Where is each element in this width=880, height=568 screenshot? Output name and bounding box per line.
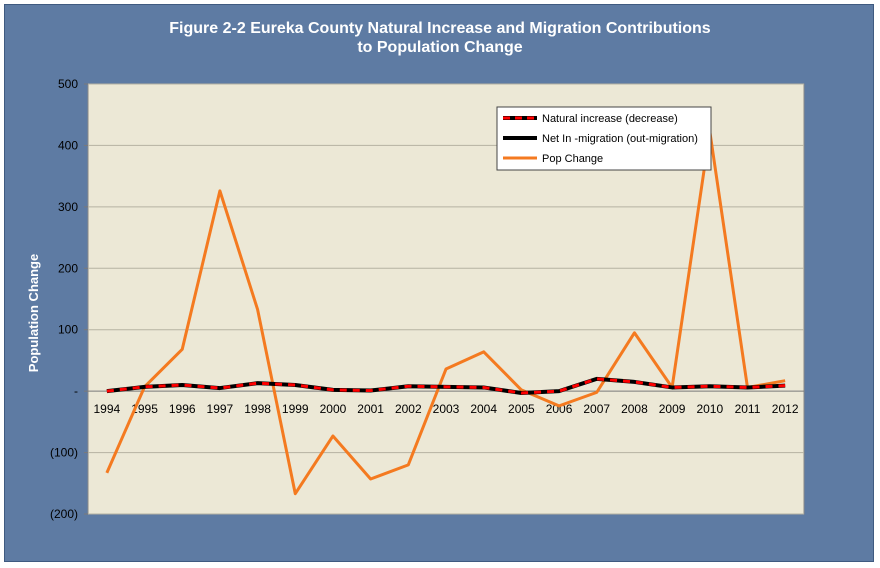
x-tick-label: 2005	[508, 402, 535, 416]
x-tick-label: 2012	[772, 402, 799, 416]
x-tick-label: 2008	[621, 402, 648, 416]
y-tick-label: (100)	[50, 446, 78, 460]
y-tick-label: 200	[58, 261, 78, 275]
legend: Natural increase (decrease) Net In -migra…	[496, 106, 712, 171]
chart-title-line-1: Figure 2-2 Eureka County Natural Increas…	[169, 20, 711, 37]
x-tick-label: 1997	[207, 402, 234, 416]
series-lines	[105, 129, 786, 496]
y-tick-label: 100	[58, 323, 78, 337]
y-tick-label: (200)	[50, 507, 78, 521]
chart-title-line-2: to Population Change	[357, 39, 523, 56]
x-tick-label: 2000	[320, 402, 347, 416]
x-tick-label: 2010	[696, 402, 723, 416]
x-tick-label: 1998	[244, 402, 271, 416]
x-tick-label: 1999	[282, 402, 309, 416]
y-axis-label: Population Change	[26, 254, 41, 372]
x-tick-label: 2004	[470, 402, 497, 416]
x-tick-label: 2011	[735, 402, 761, 416]
series-line-natural-increase	[106, 377, 786, 395]
y-tick-label: -	[74, 384, 78, 398]
legend-label: Pop Change	[542, 153, 603, 165]
x-tick-label: 1996	[169, 402, 196, 416]
x-tick-label: 1994	[93, 402, 120, 416]
y-axis-ticks: 500 400 300 200 100 - (100) (200)	[50, 77, 88, 521]
y-tick-label: 400	[58, 138, 78, 152]
x-tick-label: 2001	[357, 402, 384, 416]
legend-label: Natural increase (decrease)	[542, 113, 678, 125]
legend-label: Net In -migration (out-migration)	[542, 133, 698, 145]
y-tick-label: 500	[58, 77, 78, 91]
x-tick-label: 2009	[659, 402, 686, 416]
x-tick-label: 1995	[131, 402, 158, 416]
x-tick-label: 2003	[433, 402, 460, 416]
x-tick-label: 2007	[583, 402, 610, 416]
x-tick-label: 2002	[395, 402, 422, 416]
x-axis-ticks: 1994 1995 1996 1997 1998 1999 2000 2001 2002 2003…	[93, 402, 798, 416]
x-tick-label: 2006	[546, 402, 573, 416]
y-tick-label: 300	[58, 200, 78, 214]
